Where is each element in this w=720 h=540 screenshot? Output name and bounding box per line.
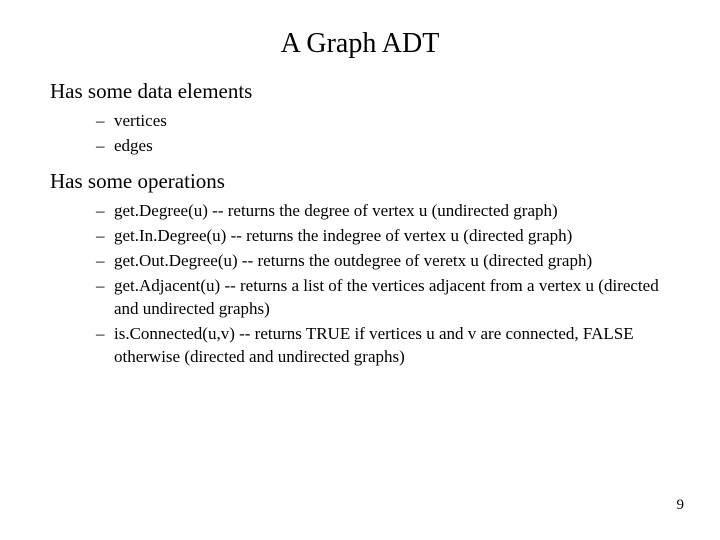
section-data-elements-heading: Has some data elements — [50, 78, 670, 104]
list-item: vertices — [96, 110, 670, 133]
data-elements-list: vertices edges — [50, 110, 670, 158]
list-item: get.Degree(u) -- returns the degree of v… — [96, 200, 670, 223]
list-item: get.Out.Degree(u) -- returns the outdegr… — [96, 250, 670, 273]
section-operations-heading: Has some operations — [50, 168, 670, 194]
list-item: edges — [96, 135, 670, 158]
slide: A Graph ADT Has some data elements verti… — [0, 0, 720, 540]
operations-list: get.Degree(u) -- returns the degree of v… — [50, 200, 670, 369]
list-item: get.In.Degree(u) -- returns the indegree… — [96, 225, 670, 248]
list-item: is.Connected(u,v) -- returns TRUE if ver… — [96, 323, 670, 369]
list-item: get.Adjacent(u) -- returns a list of the… — [96, 275, 670, 321]
slide-title: A Graph ADT — [50, 28, 670, 60]
page-number: 9 — [677, 497, 685, 514]
